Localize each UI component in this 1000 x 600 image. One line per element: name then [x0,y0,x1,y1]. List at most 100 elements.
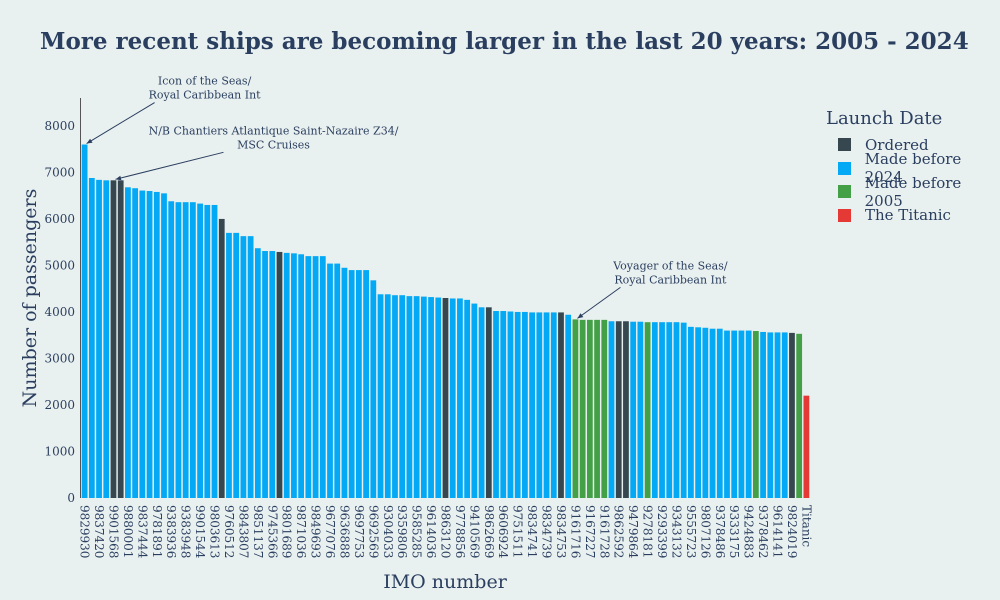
bar[interactable] [702,327,709,498]
bar[interactable] [522,311,528,498]
bar[interactable] [392,295,398,498]
bar[interactable] [96,179,102,499]
bar[interactable] [594,319,600,498]
bar[interactable] [760,331,766,498]
bar[interactable] [233,232,240,498]
bar[interactable] [182,202,189,498]
bar[interactable] [565,314,572,498]
bar[interactable] [81,144,88,498]
bar[interactable] [485,307,492,498]
bar[interactable] [724,330,730,498]
bar[interactable] [103,180,110,498]
bar[interactable] [226,232,232,498]
bar[interactable] [442,298,449,498]
bar[interactable] [803,395,810,498]
bar[interactable] [507,311,514,498]
bar[interactable] [767,332,774,498]
bar[interactable] [738,330,745,498]
bar[interactable] [312,256,319,498]
bar[interactable] [269,251,276,498]
bar[interactable] [666,322,673,498]
bar[interactable] [240,236,247,498]
bar[interactable] [341,267,348,498]
bar[interactable] [327,263,333,498]
bar[interactable] [471,303,478,498]
bar[interactable] [478,307,485,498]
bar[interactable] [673,322,680,498]
bar[interactable] [363,270,369,498]
bar[interactable] [651,322,658,498]
bar[interactable] [139,190,146,498]
bar[interactable] [110,180,117,498]
bar[interactable] [428,297,434,498]
bar[interactable] [153,191,160,498]
bar[interactable] [399,295,406,498]
bar[interactable] [298,254,305,498]
bar[interactable] [211,204,218,499]
bar[interactable] [449,298,456,498]
bar[interactable] [377,294,384,498]
bar[interactable] [420,296,427,498]
bar[interactable] [348,270,355,498]
bar[interactable] [695,327,702,498]
bar[interactable] [572,319,579,498]
legend-item-made-before-2005[interactable]: Made before 2005 [826,174,1000,210]
bar[interactable] [247,236,254,498]
bar[interactable] [716,328,723,498]
bar[interactable] [623,321,629,498]
bar[interactable] [283,252,290,498]
bar[interactable] [586,319,593,498]
bar[interactable] [457,298,463,498]
bar[interactable] [125,187,131,499]
bar[interactable] [558,312,564,498]
bar[interactable] [601,319,608,498]
bar[interactable] [254,248,261,498]
bar[interactable] [189,202,196,498]
bar[interactable] [745,330,752,498]
bar[interactable] [579,319,586,498]
bar[interactable] [356,270,362,498]
bar[interactable] [550,312,557,498]
bar[interactable] [680,322,687,498]
bar[interactable] [464,299,471,498]
bar[interactable] [204,204,211,499]
bar[interactable] [334,263,341,498]
bar[interactable] [731,330,738,498]
bar[interactable] [146,191,153,498]
bar[interactable] [637,321,644,498]
bar[interactable] [659,322,665,498]
bar[interactable] [514,311,521,498]
bar[interactable] [197,203,203,498]
bar[interactable] [175,202,182,498]
bar[interactable] [608,321,615,498]
bar[interactable] [630,321,637,498]
bar[interactable] [500,311,507,498]
bar[interactable] [88,178,95,498]
bar[interactable] [406,296,413,498]
legend-item-ordered[interactable]: Ordered [826,133,1000,157]
bar[interactable] [370,280,377,498]
legend-item-the-titanic[interactable]: The Titanic [826,204,1000,228]
bar[interactable] [168,201,175,498]
bar[interactable] [529,312,535,498]
bar[interactable] [262,251,268,498]
bar[interactable] [709,328,716,498]
bar[interactable] [796,333,803,498]
bar[interactable] [161,193,167,498]
bar[interactable] [781,332,788,498]
bar[interactable] [543,312,550,498]
bar[interactable] [774,332,781,498]
bar[interactable] [276,251,283,498]
bar[interactable] [644,322,651,498]
bar[interactable] [413,296,420,498]
bar[interactable] [384,294,391,498]
bar[interactable] [435,297,442,498]
bar[interactable] [789,332,795,498]
bar[interactable] [752,331,759,498]
bar[interactable] [536,312,543,498]
bar[interactable] [132,188,139,499]
legend-item-made-before-2024[interactable]: Made before 2024 [826,150,1000,186]
bar[interactable] [688,326,694,498]
bar[interactable] [117,180,124,498]
bar[interactable] [615,321,622,498]
